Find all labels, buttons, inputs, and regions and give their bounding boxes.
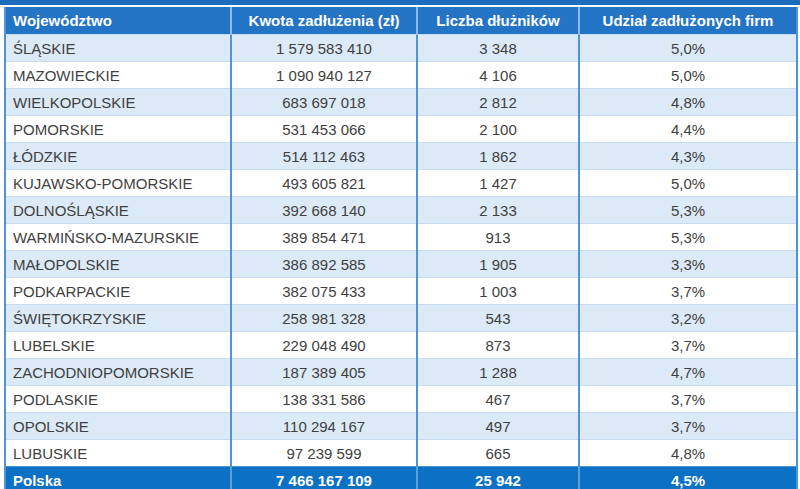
- share-cell: 5,0%: [579, 170, 797, 197]
- debtors-cell: 4 106: [417, 62, 579, 89]
- table-row: OPOLSKIE 110 294 167 497 3,7%: [5, 413, 797, 440]
- debtors-cell: 913: [417, 224, 579, 251]
- table-row: ŁÓDZKIE 514 112 463 1 862 4,3%: [5, 143, 797, 170]
- table-row: WARMIŃSKO-MAZURSKIE 389 854 471 913 5,3%: [5, 224, 797, 251]
- debtors-cell: 2 812: [417, 89, 579, 116]
- table-row: MAZOWIECKIE 1 090 940 127 4 106 5,0%: [5, 62, 797, 89]
- region-cell: ŁÓDZKIE: [5, 143, 231, 170]
- debt-by-region-table: Województwo Kwota zadłużenia (zł) Liczba…: [4, 7, 798, 489]
- region-cell: DOLNOŚLĄSKIE: [5, 197, 231, 224]
- amount-cell: 110 294 167: [231, 413, 417, 440]
- amount-cell: 386 892 585: [231, 251, 417, 278]
- table-footer: Polska 7 466 167 109 25 942 4,5%: [5, 467, 797, 489]
- debtors-cell: 1 862: [417, 143, 579, 170]
- region-cell: LUBELSKIE: [5, 332, 231, 359]
- amount-cell: 683 697 018: [231, 89, 417, 116]
- table-row: LUBUSKIE 97 239 599 665 4,8%: [5, 440, 797, 467]
- region-cell: PODKARPACKIE: [5, 278, 231, 305]
- share-cell: 4,8%: [579, 89, 797, 116]
- region-cell: POMORSKIE: [5, 116, 231, 143]
- share-cell: 3,7%: [579, 386, 797, 413]
- column-header-debtors: Liczba dłużników: [417, 7, 579, 35]
- region-cell: KUJAWSKO-POMORSKIE: [5, 170, 231, 197]
- share-cell: 3,7%: [579, 278, 797, 305]
- region-cell: ŚWIĘTOKRZYSKIE: [5, 305, 231, 332]
- footer-debtors-cell: 25 942: [417, 467, 579, 489]
- amount-cell: 229 048 490: [231, 332, 417, 359]
- table-row: KUJAWSKO-POMORSKIE 493 605 821 1 427 5,0…: [5, 170, 797, 197]
- column-header-amount: Kwota zadłużenia (zł): [231, 7, 417, 35]
- region-cell: WARMIŃSKO-MAZURSKIE: [5, 224, 231, 251]
- share-cell: 4,8%: [579, 440, 797, 467]
- amount-cell: 138 331 586: [231, 386, 417, 413]
- amount-cell: 389 854 471: [231, 224, 417, 251]
- debtors-cell: 873: [417, 332, 579, 359]
- amount-cell: 1 579 583 410: [231, 35, 417, 62]
- region-cell: OPOLSKIE: [5, 413, 231, 440]
- amount-cell: 1 090 940 127: [231, 62, 417, 89]
- table-row: LUBELSKIE 229 048 490 873 3,7%: [5, 332, 797, 359]
- footer-region-cell: Polska: [5, 467, 231, 489]
- share-cell: 5,3%: [579, 224, 797, 251]
- share-cell: 4,4%: [579, 116, 797, 143]
- region-cell: ZACHODNIOPOMORSKIE: [5, 359, 231, 386]
- region-cell: ŚLĄSKIE: [5, 35, 231, 62]
- debtors-cell: 467: [417, 386, 579, 413]
- region-cell: MAŁOPOLSKIE: [5, 251, 231, 278]
- share-cell: 3,3%: [579, 251, 797, 278]
- debtors-cell: 1 003: [417, 278, 579, 305]
- table-row: ZACHODNIOPOMORSKIE 187 389 405 1 288 4,7…: [5, 359, 797, 386]
- region-cell: MAZOWIECKIE: [5, 62, 231, 89]
- amount-cell: 392 668 140: [231, 197, 417, 224]
- amount-cell: 187 389 405: [231, 359, 417, 386]
- debtors-cell: 497: [417, 413, 579, 440]
- amount-cell: 382 075 433: [231, 278, 417, 305]
- debtors-cell: 665: [417, 440, 579, 467]
- table-row: DOLNOŚLĄSKIE 392 668 140 2 133 5,3%: [5, 197, 797, 224]
- column-header-region: Województwo: [5, 7, 231, 35]
- table-row: WIELKOPOLSKIE 683 697 018 2 812 4,8%: [5, 89, 797, 116]
- share-cell: 5,3%: [579, 197, 797, 224]
- debtors-cell: 1 288: [417, 359, 579, 386]
- footer-row: Polska 7 466 167 109 25 942 4,5%: [5, 467, 797, 489]
- region-cell: WIELKOPOLSKIE: [5, 89, 231, 116]
- table-body: ŚLĄSKIE 1 579 583 410 3 348 5,0% MAZOWIE…: [5, 35, 797, 467]
- region-cell: LUBUSKIE: [5, 440, 231, 467]
- footer-amount-cell: 7 466 167 109: [231, 467, 417, 489]
- amount-cell: 97 239 599: [231, 440, 417, 467]
- share-cell: 5,0%: [579, 35, 797, 62]
- footer-share-cell: 4,5%: [579, 467, 797, 489]
- table-top-border: [0, 0, 800, 5]
- table-row: ŚLĄSKIE 1 579 583 410 3 348 5,0%: [5, 35, 797, 62]
- debtors-cell: 1 427: [417, 170, 579, 197]
- amount-cell: 258 981 328: [231, 305, 417, 332]
- debtors-cell: 2 133: [417, 197, 579, 224]
- debtors-cell: 1 905: [417, 251, 579, 278]
- share-cell: 4,7%: [579, 359, 797, 386]
- debt-report-page: Województwo Kwota zadłużenia (zł) Liczba…: [0, 0, 800, 489]
- debtors-cell: 543: [417, 305, 579, 332]
- amount-cell: 493 605 821: [231, 170, 417, 197]
- table-row: MAŁOPOLSKIE 386 892 585 1 905 3,3%: [5, 251, 797, 278]
- column-header-share: Udział zadłużonych firm: [579, 7, 797, 35]
- debtors-cell: 2 100: [417, 116, 579, 143]
- table-row: POMORSKIE 531 453 066 2 100 4,4%: [5, 116, 797, 143]
- share-cell: 4,3%: [579, 143, 797, 170]
- share-cell: 3,7%: [579, 332, 797, 359]
- table-row: PODLASKIE 138 331 586 467 3,7%: [5, 386, 797, 413]
- region-cell: PODLASKIE: [5, 386, 231, 413]
- share-cell: 3,7%: [579, 413, 797, 440]
- share-cell: 5,0%: [579, 62, 797, 89]
- header-row: Województwo Kwota zadłużenia (zł) Liczba…: [5, 7, 797, 35]
- amount-cell: 531 453 066: [231, 116, 417, 143]
- share-cell: 3,2%: [579, 305, 797, 332]
- table-header: Województwo Kwota zadłużenia (zł) Liczba…: [5, 7, 797, 35]
- table-row: ŚWIĘTOKRZYSKIE 258 981 328 543 3,2%: [5, 305, 797, 332]
- table-row: PODKARPACKIE 382 075 433 1 003 3,7%: [5, 278, 797, 305]
- amount-cell: 514 112 463: [231, 143, 417, 170]
- debtors-cell: 3 348: [417, 35, 579, 62]
